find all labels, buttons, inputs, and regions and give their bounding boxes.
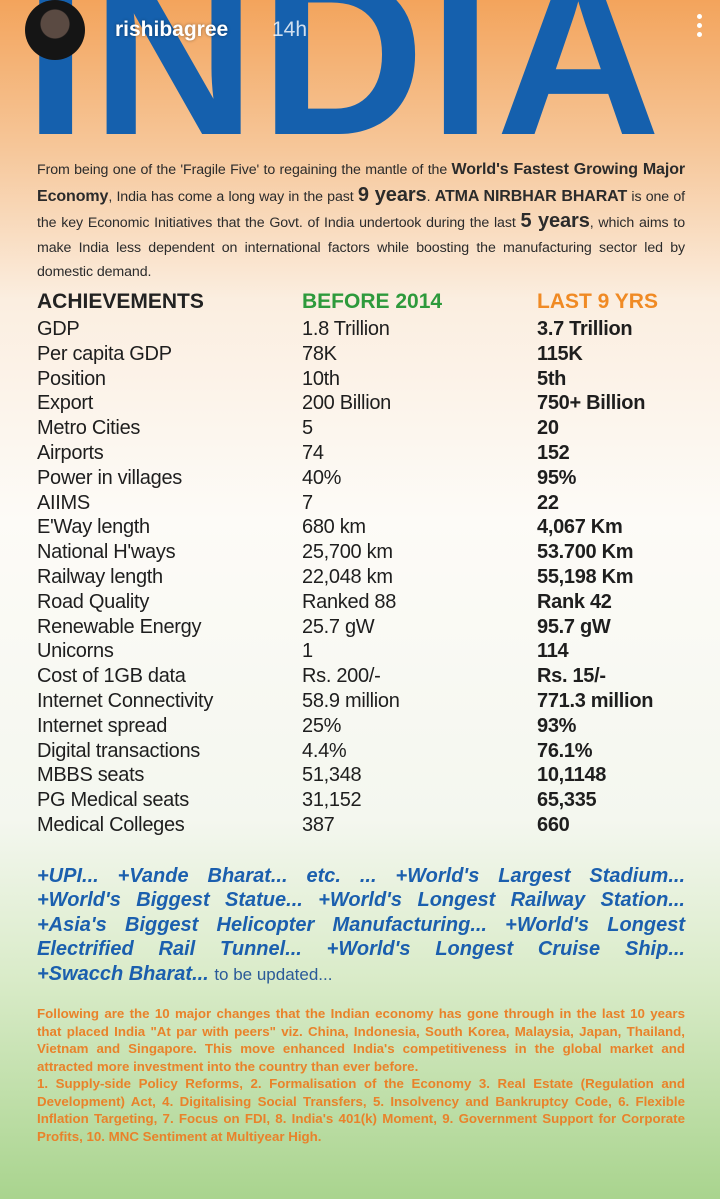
cell-value: 25,700 km	[302, 541, 393, 564]
cell-value: 4.4%	[302, 739, 347, 762]
row-label: Road Quality	[37, 590, 150, 613]
row-label: AIIMS	[37, 491, 90, 514]
cell-value: 65,335	[537, 789, 597, 812]
cell-value: 76.1%	[537, 739, 593, 762]
cell-value: 1.8 Trillion	[302, 318, 390, 340]
cell-value: 114	[537, 640, 569, 663]
row-label: Airports	[37, 442, 104, 464]
cell-value: 22,048 km	[302, 566, 393, 588]
cell-value: 31,152	[302, 789, 362, 812]
intro-span: is one of the key Economic Initiatives t…	[37, 188, 685, 232]
highlight-line: +Asia's Biggest Helicopter Manufacturing…	[37, 913, 685, 936]
cell-value: 7	[302, 491, 313, 514]
highlight-line: Electrified Rail Tunnel... +World's Long…	[37, 938, 685, 961]
highlights: +UPI... +Vande Bharat... etc. ... +World…	[37, 864, 685, 987]
emphasis: 9 years	[357, 183, 427, 206]
cell-value: 55,198 Km	[537, 566, 634, 588]
cell-value: 5th	[537, 367, 567, 390]
column-header: ACHIEVEMENTS	[37, 290, 204, 313]
cell-value: 22	[537, 491, 559, 514]
cell-value: 750+ Billion	[537, 392, 646, 415]
emphasis: ATMA NIRBHAR BHARAT	[434, 187, 628, 205]
row-label: Cost of 1GB data	[37, 665, 186, 688]
footer-paragraph: Following are the 10 major changes that …	[37, 1006, 685, 1074]
cell-value: 25.7 gW	[302, 615, 375, 638]
avatar[interactable]	[25, 0, 85, 60]
cell-value: 3.7 Trillion	[537, 318, 633, 340]
intro-span: , which aims to make India less dependen…	[37, 215, 685, 280]
intro-span: .	[426, 188, 435, 205]
poster-title: INDIA	[24, 0, 665, 183]
row-label: Unicorns	[37, 640, 114, 663]
cell-value: 771.3 million	[537, 690, 654, 712]
highlight-line: +World's Biggest Statue... +World's Long…	[37, 889, 685, 912]
column-header: LAST 9 YRS	[537, 290, 658, 313]
cell-value: 95.7 gW	[537, 615, 611, 638]
cell-value: Rs. 15/-	[537, 665, 606, 688]
username[interactable]: rishibagree	[115, 18, 229, 41]
cell-value: 152	[537, 442, 570, 464]
cell-value: 51,348	[302, 764, 362, 787]
cell-value: 4,067 Km	[537, 516, 623, 539]
row-label: Internet Connectivity	[37, 690, 214, 712]
footer-text: Following are the 10 major changes that …	[37, 1005, 685, 1145]
intro-span: , India has come a long way in the past	[108, 188, 358, 205]
row-label: GDP	[37, 318, 80, 340]
row-label: Renewable Energy	[37, 615, 202, 638]
row-label: Export	[37, 392, 94, 415]
cell-value: 93%	[537, 714, 577, 737]
cell-value: 115K	[537, 342, 583, 365]
dot	[697, 23, 702, 28]
row-label: MBBS seats	[37, 764, 145, 787]
cell-value: 40%	[302, 466, 342, 489]
row-label: Railway length	[37, 566, 163, 588]
cell-value: 74	[302, 442, 324, 464]
cell-value: 53.700 Km	[537, 541, 634, 564]
row-label: Internet spread	[37, 714, 168, 737]
cell-value: 387	[302, 814, 335, 836]
cell-value: 660	[537, 814, 570, 836]
highlight-item: +Swacch Bharat...	[37, 962, 209, 985]
cell-value: 200 Billion	[302, 392, 391, 415]
row-label: Metro Cities	[37, 417, 141, 440]
cell-value: Rs. 200/-	[302, 665, 381, 688]
row-label: Position	[37, 367, 106, 390]
row-label: Power in villages	[37, 466, 182, 489]
cell-value: 10th	[302, 367, 340, 390]
post-time: 14h	[272, 18, 308, 41]
intro-text: From being one of the 'Fragile Five' to …	[37, 158, 685, 285]
cell-value: 5	[302, 417, 313, 440]
more-menu[interactable]	[696, 14, 704, 44]
emphasis: World's Fastest Growing Major Economy	[37, 161, 686, 205]
footer-changes: 1. Supply-side Policy Reforms, 2. Formal…	[37, 1076, 685, 1144]
cell-value: 680 km	[302, 516, 366, 539]
cell-value: Ranked 88	[302, 590, 397, 613]
cell-value: 95%	[537, 466, 577, 489]
row-label: Medical Colleges	[37, 814, 185, 836]
dot	[697, 32, 702, 37]
row-label: PG Medical seats	[37, 789, 189, 812]
row-label: Per capita GDP	[37, 342, 172, 365]
row-label: E'Way length	[37, 516, 150, 539]
cell-value: 25%	[302, 714, 342, 737]
row-label: National H'ways	[37, 541, 176, 564]
highlight-line: +UPI... +Vande Bharat... etc. ... +World…	[37, 865, 685, 887]
cell-value: 20	[537, 417, 559, 440]
cell-value: 58.9 million	[302, 690, 400, 712]
cell-value: 78K	[302, 342, 337, 365]
row-label: Digital transactions	[37, 739, 200, 762]
intro-span: From being one of the 'Fragile Five' to …	[37, 162, 452, 178]
cell-value: 1	[302, 640, 313, 663]
emphasis: 5 years	[520, 210, 590, 232]
column-header: BEFORE 2014	[302, 290, 443, 313]
dot	[697, 14, 702, 19]
highlight-line: +Swacch Bharat... to be updated...	[37, 962, 685, 987]
highlight-note: to be updated...	[214, 964, 333, 984]
cell-value: Rank 42	[537, 590, 612, 613]
cell-value: 10,1148	[537, 764, 607, 787]
